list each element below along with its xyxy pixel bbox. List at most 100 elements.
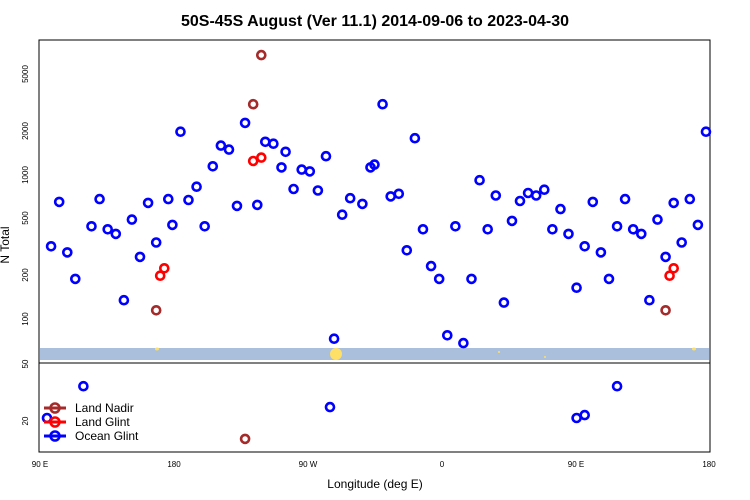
ocean-glint-point <box>175 126 186 137</box>
y-tick-label: 100 <box>21 312 30 326</box>
ocean-glint-point <box>547 224 558 235</box>
ocean-glint-point <box>45 241 57 252</box>
ocean-glint-point <box>660 251 671 263</box>
ocean-glint-point <box>223 144 235 155</box>
land-mark <box>330 348 342 360</box>
ocean-glint-point <box>385 191 397 202</box>
ocean-glint-point <box>163 193 174 205</box>
ocean-glint-point <box>417 224 429 235</box>
ocean-glint-point <box>450 221 461 232</box>
ocean-glint-point <box>304 166 316 177</box>
x-tick-label: 90 E <box>568 460 584 469</box>
y-tick-label: 50 <box>21 359 30 368</box>
ocean-glint-point <box>538 184 550 195</box>
ocean-glint-point <box>215 140 227 151</box>
land-nadir-point <box>255 49 267 61</box>
land-mark <box>692 347 696 351</box>
ocean-glint-point <box>377 98 388 110</box>
ocean-glint-point <box>324 401 336 413</box>
ocean-glint-point <box>619 193 631 205</box>
y-tick-label: 20 <box>21 416 30 425</box>
land-nadir-point <box>239 433 251 445</box>
ocean-glint-point <box>425 260 437 272</box>
land-glint-point <box>159 262 170 274</box>
ocean-glint-point <box>276 162 287 173</box>
legend-label-land-glint: Land Glint <box>75 415 130 429</box>
ocean-glint-point <box>587 196 599 208</box>
ocean-glint-point <box>118 294 130 306</box>
ocean-glint-point <box>296 164 308 175</box>
y-axis-label: N Total <box>0 226 12 263</box>
ocean-glint-point <box>514 195 526 207</box>
ocean-glint-point <box>409 132 421 144</box>
ocean-glint-point <box>490 190 502 201</box>
ocean-glint-point <box>692 219 704 231</box>
ocean-glint-point <box>571 282 582 294</box>
bottom-plot-frame <box>38 362 711 453</box>
land-glint-point <box>247 155 259 167</box>
ocean-glint-point <box>700 126 712 137</box>
ocean-glint-point <box>555 203 566 215</box>
legend-marker-land-nadir <box>49 402 61 414</box>
ocean-glint-point <box>506 215 518 227</box>
ocean-glint-point <box>239 117 251 129</box>
points-layer <box>41 49 712 445</box>
y-tick-label: 200 <box>21 268 30 282</box>
ocean-glint-point <box>207 161 219 172</box>
x-tick-label: 180 <box>702 460 716 469</box>
ocean-glint-point <box>668 197 680 209</box>
ocean-glint-point <box>191 181 202 192</box>
ocean-glint-point <box>611 221 623 232</box>
legend-label-land-nadir: Land Nadir <box>75 401 134 415</box>
y-tick-label: 5000 <box>21 65 30 83</box>
ocean-glint-point <box>126 214 138 225</box>
legend-label-ocean-glint: Ocean Glint <box>75 429 139 443</box>
x-tick-label: 90 E <box>32 460 48 469</box>
ocean-glint-point <box>563 228 574 240</box>
ocean-glint-point <box>259 136 271 148</box>
ocean-glint-point <box>142 197 154 209</box>
land-glint-point <box>255 152 267 163</box>
ocean-glint-point <box>652 214 663 225</box>
legend-marker-land-glint <box>49 416 61 428</box>
ocean-glint-point <box>611 380 623 392</box>
ocean-glint-point <box>167 219 178 231</box>
land-glint-point <box>664 270 675 282</box>
ocean-glint-point <box>579 409 591 421</box>
ocean-glint-point <box>288 183 299 195</box>
x-axis-label: Longitude (deg E) <box>327 477 422 491</box>
ocean-glint-point <box>251 199 263 211</box>
ocean-glint-point <box>498 297 510 308</box>
ocean-glint-point <box>482 224 494 235</box>
ocean-glint-point <box>110 228 122 240</box>
y-tick-label: 1000 <box>21 166 30 184</box>
ocean-glint-point <box>684 193 696 205</box>
ocean-glint-point <box>102 224 113 235</box>
land-mark <box>544 356 546 358</box>
ocean-glint-point <box>676 237 688 248</box>
land-nadir-point <box>247 98 259 110</box>
chart-title: 50S-45S August (Ver 11.1) 2014-09-06 to … <box>181 13 569 30</box>
ocean-glint-point <box>70 273 81 285</box>
ocean-glint-point <box>328 333 340 345</box>
land-mark <box>498 351 500 353</box>
ocean-glint-point <box>571 412 582 424</box>
ocean-glint-point <box>627 224 639 235</box>
ocean-glint-point <box>336 209 348 220</box>
land-nadir-point <box>660 304 671 316</box>
x-tick-label: 90 W <box>299 460 318 469</box>
x-tick-label: 0 <box>440 460 445 469</box>
land-glint-point <box>154 270 166 282</box>
land-mark <box>155 347 159 351</box>
ocean-glint-point <box>134 251 146 263</box>
ocean-glint-point <box>603 273 615 285</box>
ocean-mask-strip <box>40 348 709 360</box>
ocean-glint-point <box>466 273 477 285</box>
legend: Land Nadir Land Glint Ocean Glint <box>44 401 139 443</box>
ocean-glint-point <box>458 337 469 349</box>
ocean-glint-point <box>441 329 453 341</box>
ocean-glint-point <box>393 188 405 200</box>
ocean-glint-point <box>199 221 210 232</box>
ocean-glint-point <box>522 187 534 199</box>
